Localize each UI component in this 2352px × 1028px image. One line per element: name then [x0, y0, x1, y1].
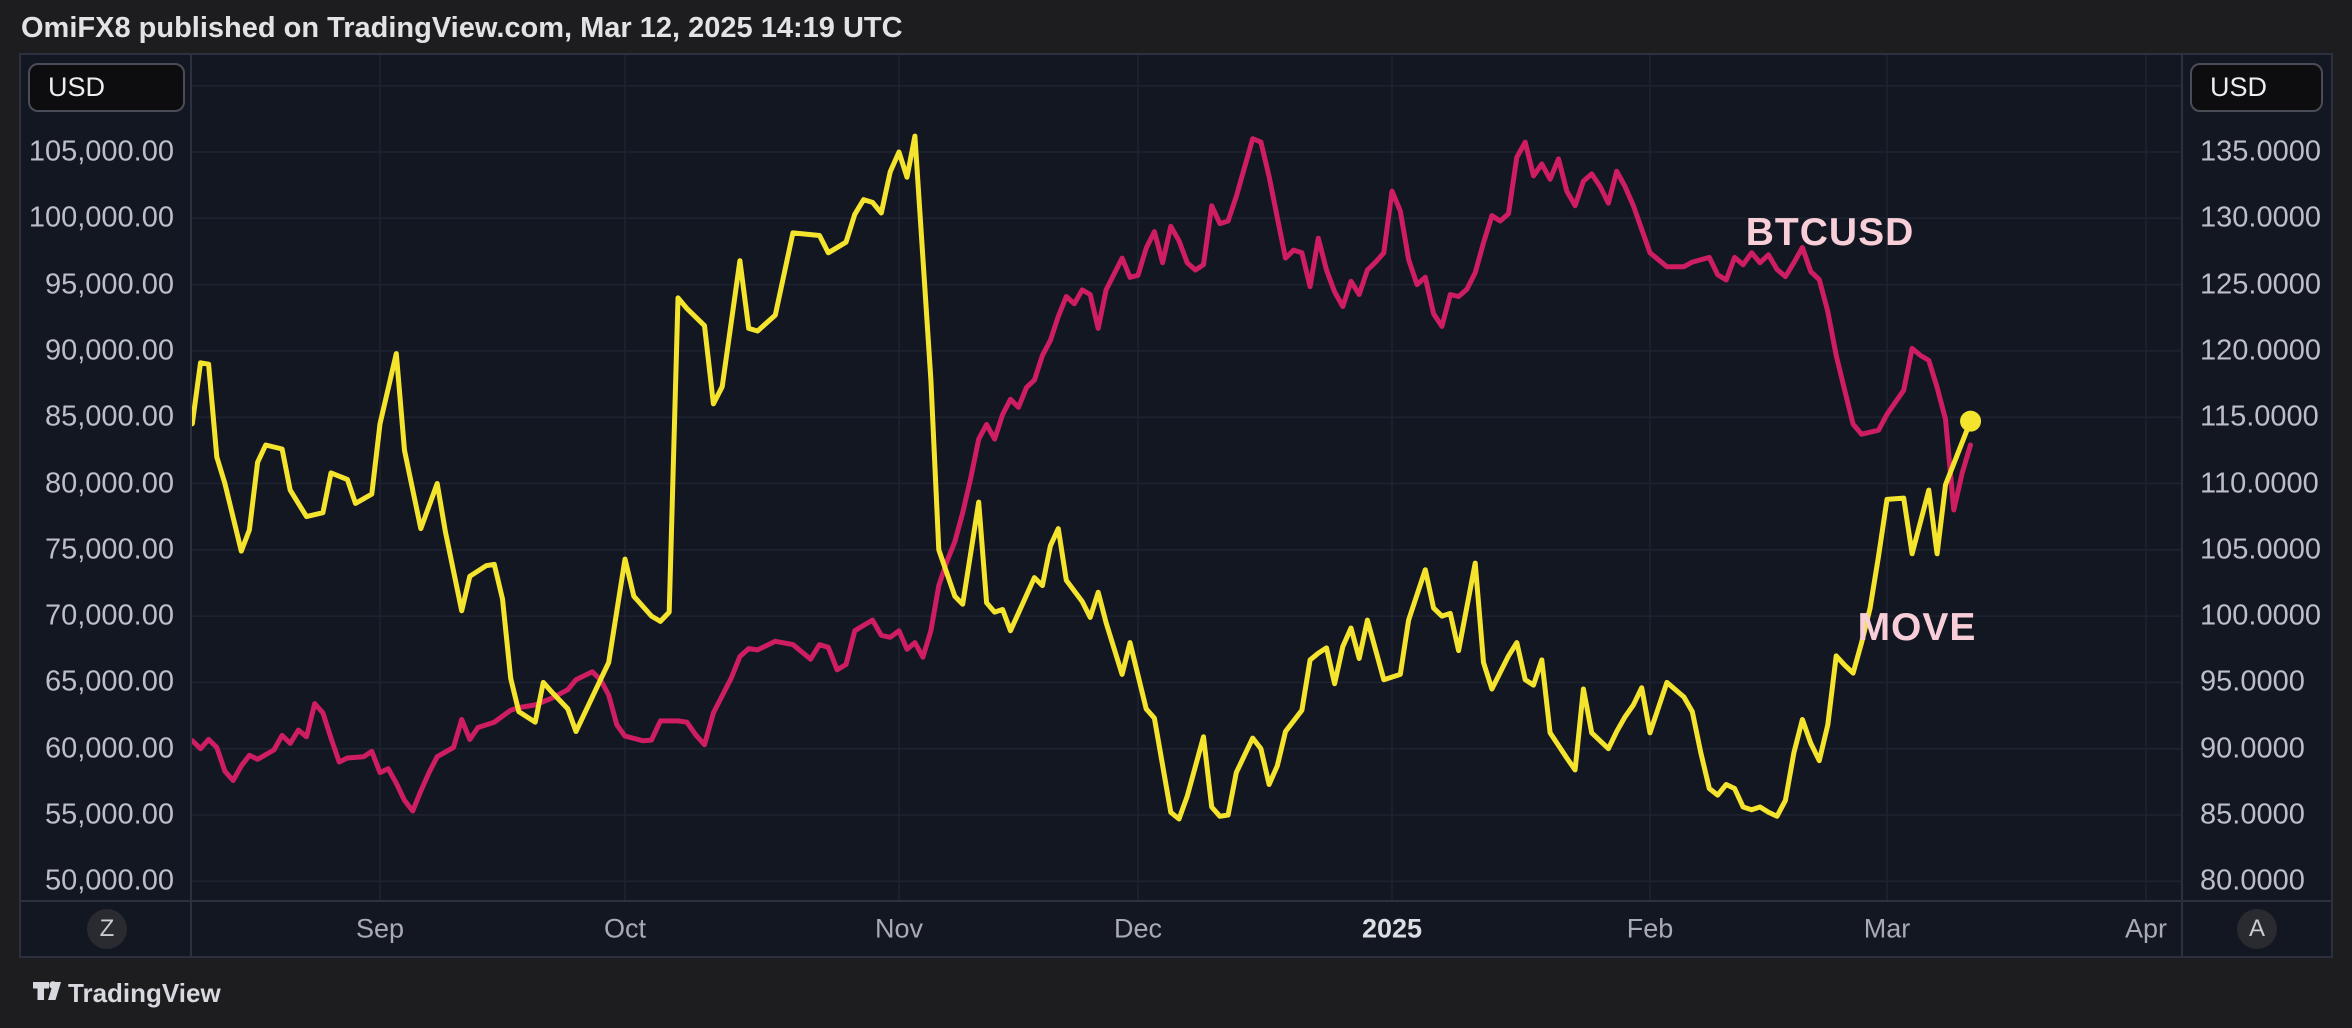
- right-axis-tick: 135.0000: [2200, 135, 2321, 168]
- btcusd-series-label: BTCUSD: [1745, 211, 1915, 254]
- right-axis-tick: 80.0000: [2200, 864, 2305, 897]
- left-axis-tick: 55,000.00: [44, 798, 174, 831]
- x-axis-label: Nov: [874, 913, 924, 944]
- right-axis-tick: 115.0000: [2200, 400, 2319, 433]
- right-axis-tick: 100.0000: [2200, 599, 2321, 632]
- right-axis-tick: 130.0000: [2200, 201, 2321, 234]
- right-axis-tick: 125.0000: [2200, 268, 2321, 301]
- left-axis-tick: 50,000.00: [44, 864, 174, 897]
- left-axis-tick: 80,000.00: [44, 467, 174, 500]
- page-title: OmiFX8 published on TradingView.com, Mar…: [21, 12, 903, 44]
- right-axis-tick: 90.0000: [2200, 732, 2305, 765]
- move-series-label: MOVE: [1857, 606, 1977, 649]
- timezone-button[interactable]: Z: [87, 909, 127, 949]
- left-axis-tick: 60,000.00: [44, 732, 174, 765]
- right-axis-tick: 105.0000: [2200, 533, 2321, 566]
- x-axis-label: Apr: [2124, 913, 2168, 944]
- left-axis-tick: 90,000.00: [44, 334, 174, 367]
- x-axis-label: Feb: [1626, 913, 1674, 944]
- left-axis-tick: 65,000.00: [44, 665, 174, 698]
- left-axis-tick: 70,000.00: [44, 599, 174, 632]
- right-axis-tick: 110.0000: [2200, 467, 2319, 500]
- right-axis-tick: 95.0000: [2200, 665, 2305, 698]
- left-currency-button[interactable]: USD: [28, 63, 185, 112]
- x-axis-label-year: 2025: [1361, 913, 1423, 944]
- x-axis-label: Oct: [603, 913, 647, 944]
- x-axis-label: Mar: [1863, 913, 1911, 944]
- right-axis-tick: 85.0000: [2200, 798, 2305, 831]
- x-axis-label: Dec: [1113, 913, 1163, 944]
- tradingview-logo-icon: [33, 981, 61, 1000]
- left-axis-tick: 100,000.00: [28, 201, 174, 234]
- left-axis-tick: 95,000.00: [44, 268, 174, 301]
- tradingview-brand-text: TradingView: [68, 978, 221, 1008]
- left-axis-tick: 85,000.00: [44, 400, 174, 433]
- auto-scale-button[interactable]: A: [2237, 909, 2277, 949]
- right-axis-tick: 120.0000: [2200, 334, 2321, 367]
- right-currency-button[interactable]: USD: [2190, 63, 2323, 112]
- left-axis-tick: 105,000.00: [28, 135, 174, 168]
- left-axis-tick: 75,000.00: [44, 533, 174, 566]
- x-axis-label: Sep: [355, 913, 405, 944]
